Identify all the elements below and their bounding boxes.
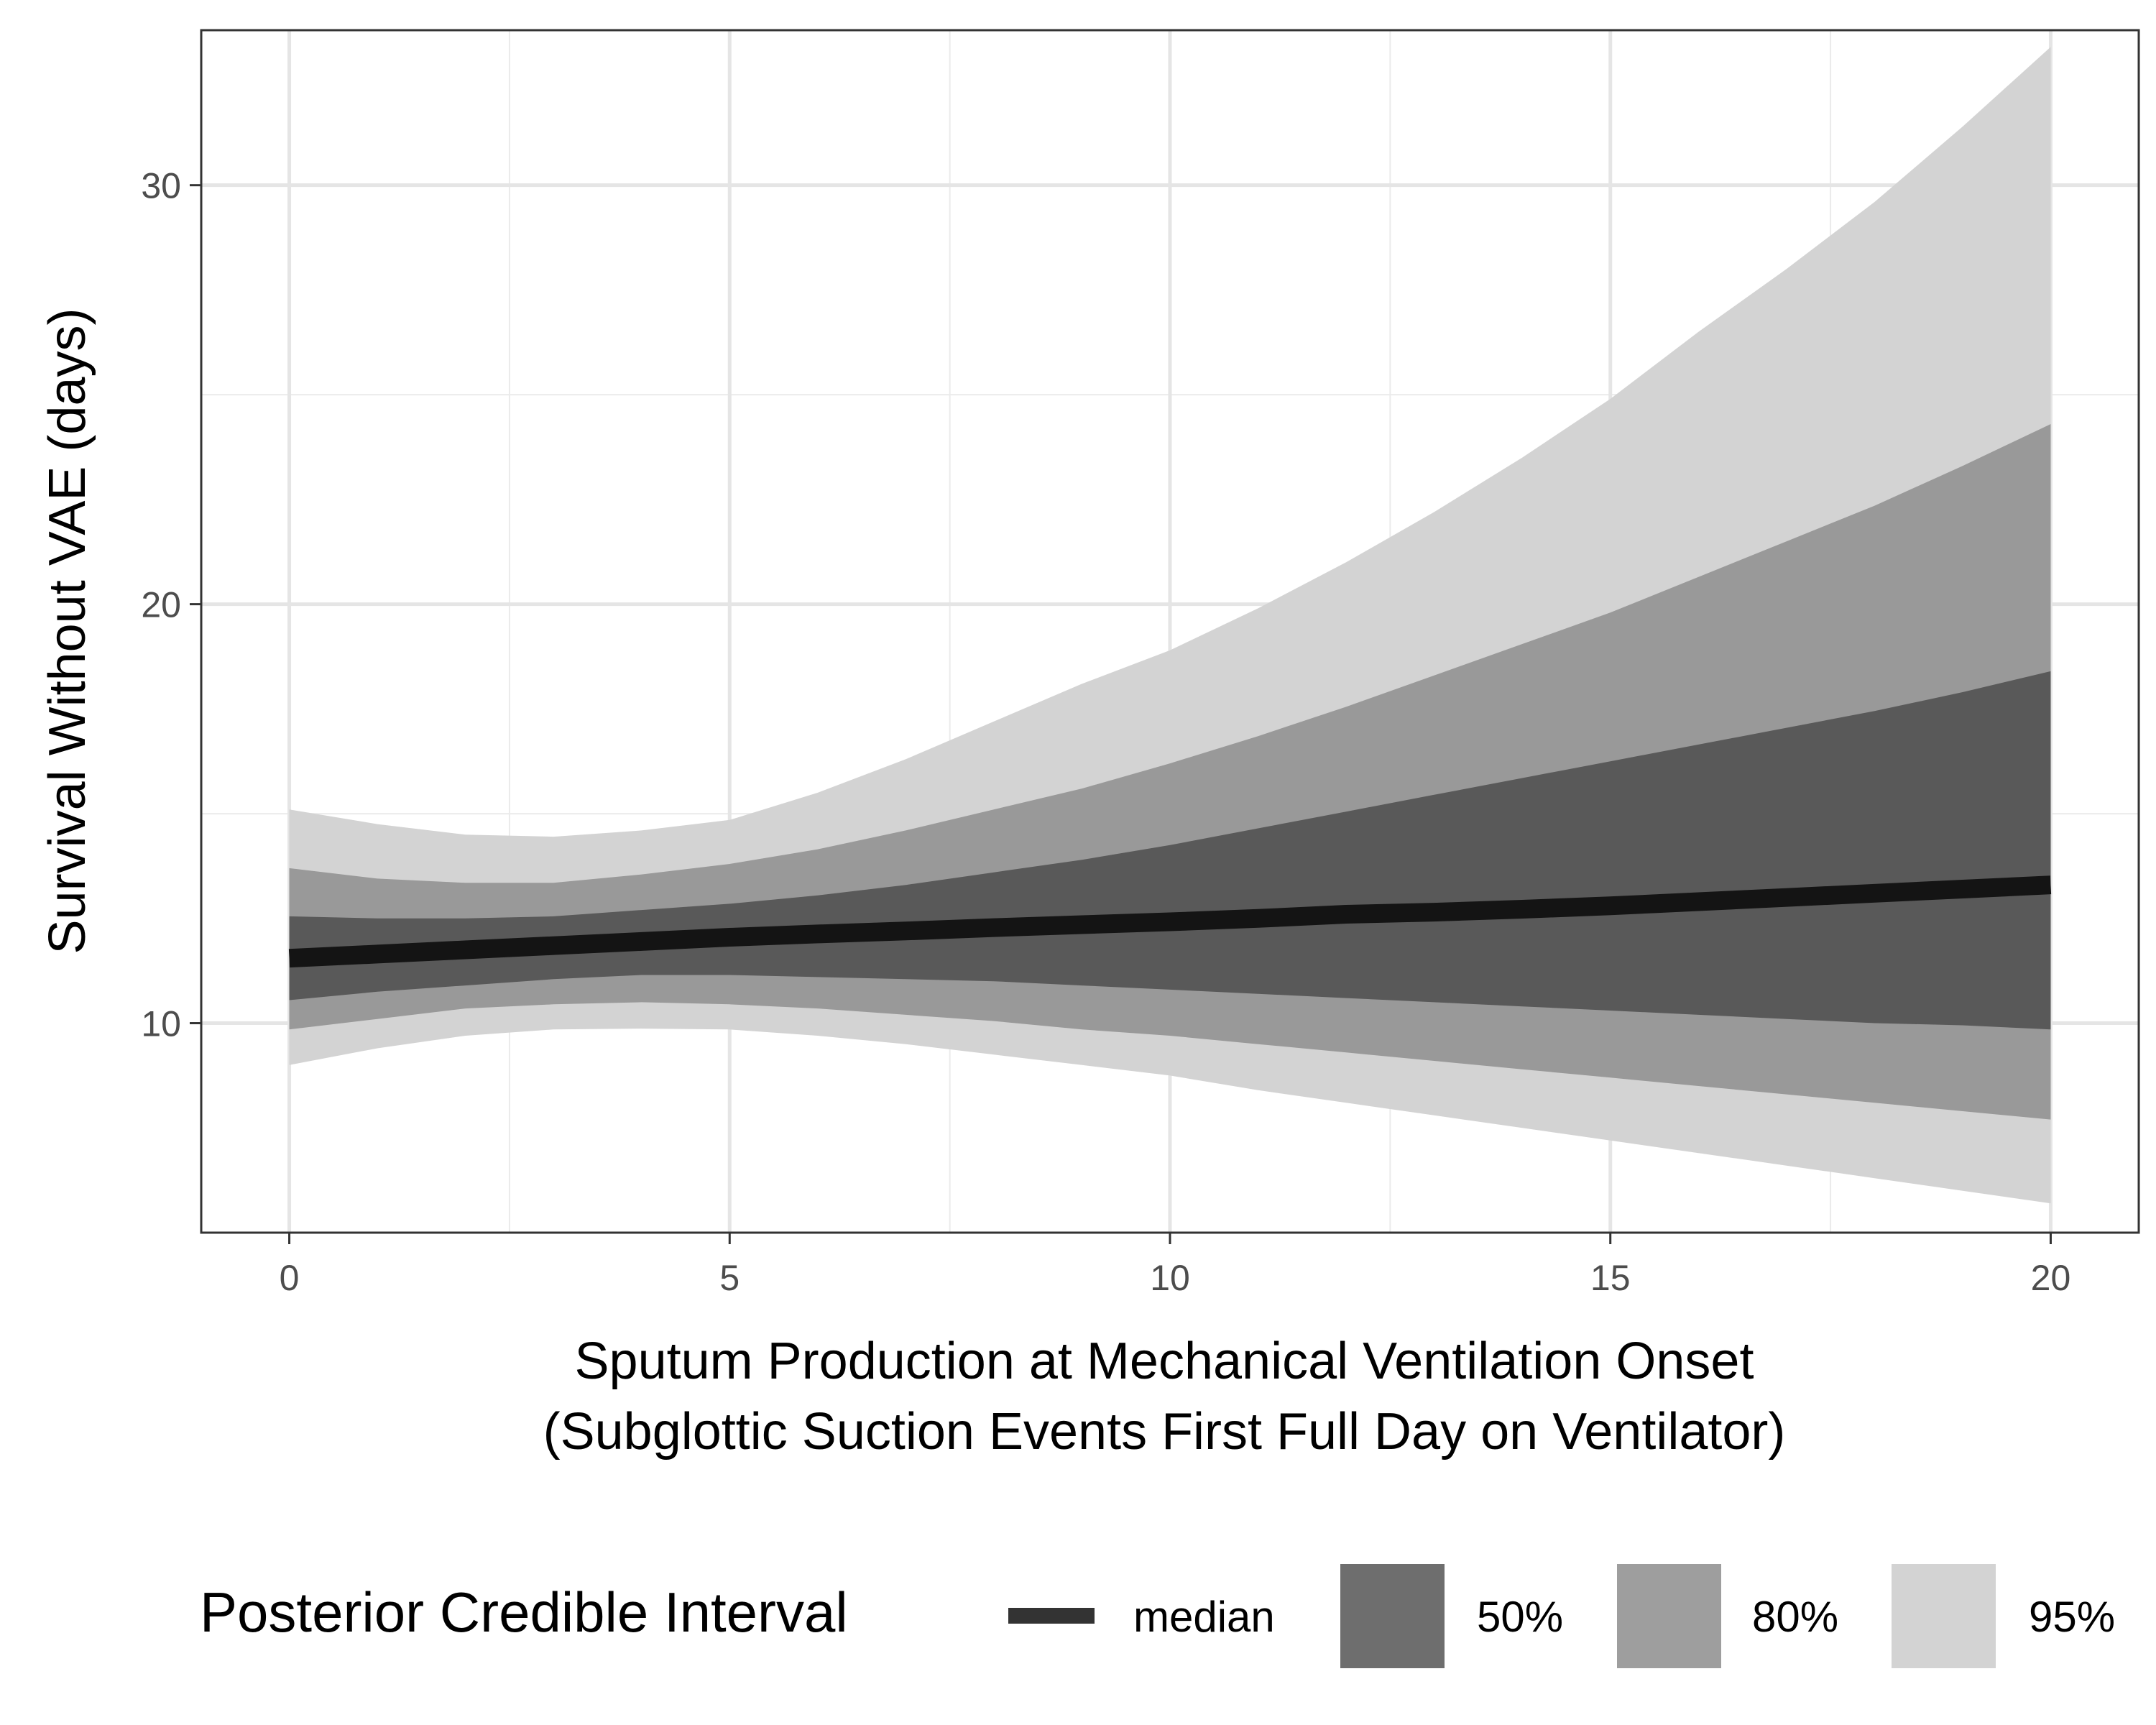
legend-label-80: 80% [1752,1593,1838,1641]
y-axis: 10 20 30 [141,166,201,1044]
median-layer [288,875,2052,968]
legend-key-95 [1892,1564,1996,1668]
x-tick-label: 20 [2031,1258,2071,1298]
y-tick-label: 20 [141,585,181,625]
x-axis: 0 5 10 15 20 [280,1233,2071,1298]
y-tick-label: 30 [141,166,181,206]
x-tick-label: 15 [1590,1258,1631,1298]
legend-key-50 [1340,1564,1445,1668]
x-tick-label: 0 [280,1258,300,1298]
legend-label-95: 95% [2029,1593,2115,1641]
x-axis-title-line-2: (Subglottic Suction Events First Full Da… [543,1403,1786,1460]
legend: Posterior Credible Interval median 50% 8… [200,1564,2115,1668]
median-line [288,875,2052,968]
y-tick-label: 10 [141,1004,181,1044]
x-tick-label: 5 [719,1258,740,1298]
legend-label-median: median [1133,1593,1275,1641]
x-axis-title-line-1: Sputum Production at Mechanical Ventilat… [575,1333,1754,1390]
y-axis-title: Survival Without VAE (days) [39,308,96,954]
legend-title: Posterior Credible Interval [200,1581,848,1644]
legend-label-50: 50% [1477,1593,1563,1641]
x-tick-label: 10 [1150,1258,1190,1298]
legend-key-80 [1617,1564,1721,1668]
